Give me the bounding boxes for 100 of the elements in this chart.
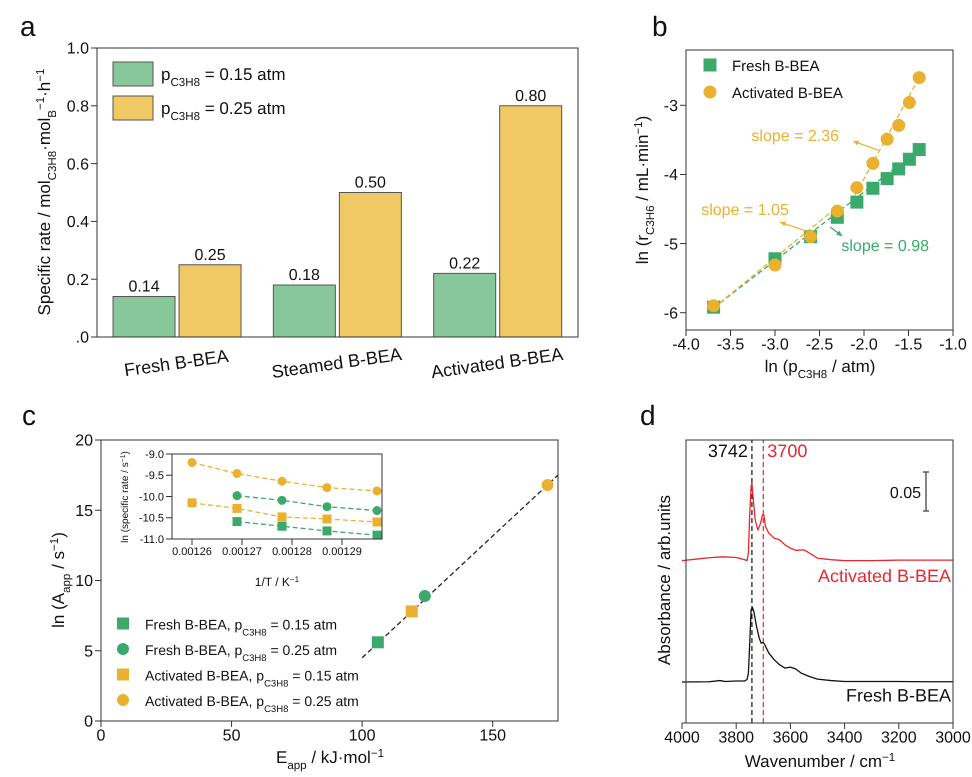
point	[850, 181, 864, 194]
data-label: 0.50	[354, 174, 386, 192]
x-tick-label: -3.0	[761, 336, 789, 354]
x-tick-label: -1.0	[939, 336, 967, 354]
data-label: 0.22	[449, 255, 480, 272]
y-tick-label: 1.0	[66, 40, 90, 58]
y-tick-label: -6	[664, 305, 678, 322]
legend-label: Activated B-BEA	[732, 85, 843, 102]
x-tick-label: 0.00128	[272, 546, 312, 558]
y-tick-label: 15	[75, 502, 94, 520]
legend-label: Fresh B-BEA, p$_{C3H8}$ = 0.25 atm	[145, 642, 338, 664]
x-tick-label: -2.5	[806, 336, 834, 354]
x-tick-label: 0	[96, 727, 106, 744]
x-tick-label: 3000	[935, 729, 971, 746]
point	[912, 71, 926, 84]
x-axis-title: Wavenumber / cm$^{−1}$	[744, 752, 896, 771]
y-tick-label: 0.4	[66, 214, 90, 232]
chart-title: b	[652, 11, 668, 42]
legend-label: Fresh B-BEA	[732, 58, 820, 75]
point	[880, 132, 894, 146]
x-tick-label: 0.00129	[322, 546, 362, 558]
bar	[338, 192, 402, 337]
y-tick-label: 10	[75, 573, 94, 590]
point	[278, 476, 286, 486]
x-tick-label: -1.5	[894, 336, 922, 354]
x-tick-label: 3400	[826, 729, 862, 746]
point	[902, 96, 916, 110]
point	[278, 496, 286, 505]
y-tick-label: 0	[84, 714, 94, 731]
x-tick-label: 3200	[881, 729, 917, 746]
x-tick-label: 0.00127	[222, 546, 262, 558]
point	[322, 483, 332, 492]
x-tick-label: 4000	[664, 729, 700, 746]
bar	[112, 296, 176, 337]
y-tick-label: 0.8	[66, 98, 90, 116]
series-label: Fresh B-BEA	[846, 686, 951, 706]
legend-label: Activated B-BEA, p$_{C3H8}$ = 0.15 atm	[145, 668, 359, 689]
data-label: 0.80	[515, 88, 546, 105]
point	[902, 152, 916, 166]
x-axis-title: ln (p$_{C3H8}$ / atm)	[764, 357, 876, 381]
legend-label: p$_{C3H8}$ = 0.15 atm	[161, 65, 286, 89]
legend-label: p$_{C3H8}$ = 0.25 atm	[161, 99, 286, 123]
bar	[499, 105, 562, 337]
point	[232, 491, 242, 500]
x-axis-title: 1/T / K$^{−1}$	[254, 574, 300, 589]
point	[912, 143, 926, 156]
point	[880, 172, 894, 186]
point	[278, 512, 286, 522]
x-tick-label: 3800	[718, 729, 754, 746]
point	[322, 502, 332, 512]
x-tick-label: Steamed B-BEA	[270, 344, 403, 382]
x-tick-label: -3.5	[716, 336, 744, 354]
x-tick-label: 50	[222, 727, 241, 744]
point	[372, 636, 384, 648]
y-tick-label: -9.0	[145, 448, 164, 461]
x-axis-title: E$_{app}$ / kJ·mol$^{−1}$	[276, 748, 384, 772]
y-tick-label: .0	[76, 330, 90, 347]
chart-title: c	[22, 400, 36, 431]
point	[372, 506, 382, 516]
point	[418, 590, 431, 602]
bar	[433, 272, 496, 337]
series-label: Activated B-BEA	[818, 566, 951, 586]
point	[406, 605, 418, 618]
point	[866, 182, 880, 195]
annotation: slope = 2.36	[751, 128, 840, 146]
y-tick-label: -10.0	[138, 491, 164, 504]
x-tick-label: 3600	[772, 729, 808, 746]
x-tick-label: -2.0	[850, 336, 878, 354]
y-tick-label: 0.6	[66, 156, 90, 174]
y-tick-label: -10.5	[138, 512, 164, 525]
point	[188, 458, 196, 467]
x-tick-label: 0.00126	[172, 546, 212, 558]
ref-line-label: 3700	[767, 440, 808, 461]
point	[232, 469, 242, 478]
y-tick-label: -11.0	[140, 534, 164, 546]
point	[372, 530, 382, 539]
point	[866, 156, 880, 170]
y-tick-label: 0.2	[66, 272, 90, 289]
chart-title: d	[640, 400, 656, 431]
y-tick-label: -9.5	[145, 470, 164, 482]
annotation: slope = 1.05	[701, 202, 789, 220]
data-label: 0.25	[194, 246, 226, 264]
x-tick-label: Activated B-BEA	[430, 344, 564, 382]
point	[322, 526, 332, 536]
annotation: 0.05	[890, 485, 922, 502]
x-tick-label: 150	[479, 727, 506, 744]
y-tick-label: -4	[664, 167, 678, 184]
point	[232, 504, 242, 513]
y-tick-label: 5	[84, 643, 94, 660]
point	[372, 486, 382, 496]
data-label: 0.14	[128, 278, 160, 296]
ref-line-label: 3742	[708, 440, 748, 461]
bar	[272, 284, 336, 337]
bar	[178, 264, 242, 337]
point	[892, 162, 906, 176]
data-label: 0.18	[288, 266, 320, 284]
x-tick-label: 100	[348, 727, 376, 744]
x-tick-label: Fresh B-BEA	[122, 346, 230, 380]
point	[542, 478, 554, 491]
point	[372, 518, 382, 526]
